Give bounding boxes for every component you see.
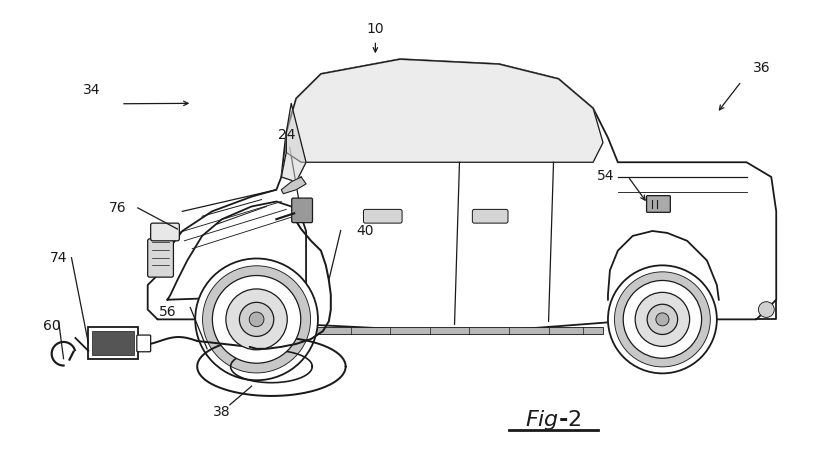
FancyBboxPatch shape (646, 195, 670, 213)
Circle shape (226, 289, 287, 350)
FancyBboxPatch shape (93, 331, 133, 355)
Text: 10: 10 (367, 22, 384, 36)
Circle shape (647, 304, 677, 335)
Circle shape (202, 266, 310, 373)
Circle shape (239, 302, 274, 337)
Circle shape (608, 266, 717, 373)
FancyBboxPatch shape (137, 335, 151, 352)
Text: 76: 76 (109, 201, 127, 215)
Circle shape (195, 259, 318, 380)
Text: 40: 40 (357, 224, 374, 237)
Circle shape (636, 292, 690, 346)
FancyBboxPatch shape (147, 239, 174, 277)
Text: 74: 74 (50, 251, 67, 265)
Polygon shape (311, 327, 603, 334)
Text: 38: 38 (213, 405, 231, 419)
Polygon shape (287, 59, 603, 162)
FancyBboxPatch shape (88, 327, 138, 359)
Circle shape (212, 276, 301, 363)
Polygon shape (168, 201, 306, 300)
FancyBboxPatch shape (473, 209, 508, 223)
Text: $\it{Fig}$-$\it{2}$: $\it{Fig}$-$\it{2}$ (526, 408, 581, 431)
Text: 24: 24 (278, 129, 295, 142)
Polygon shape (281, 103, 306, 182)
Circle shape (623, 280, 702, 358)
FancyBboxPatch shape (364, 209, 402, 223)
Text: 54: 54 (597, 169, 615, 183)
Circle shape (249, 312, 264, 327)
Polygon shape (147, 59, 776, 329)
Text: 60: 60 (43, 319, 61, 332)
FancyBboxPatch shape (151, 223, 179, 241)
Text: 36: 36 (753, 60, 770, 75)
Text: 34: 34 (83, 83, 100, 97)
Polygon shape (281, 177, 306, 194)
Circle shape (614, 272, 710, 367)
Circle shape (758, 301, 774, 318)
Text: 56: 56 (159, 305, 176, 319)
Circle shape (656, 313, 669, 326)
FancyBboxPatch shape (292, 198, 313, 223)
